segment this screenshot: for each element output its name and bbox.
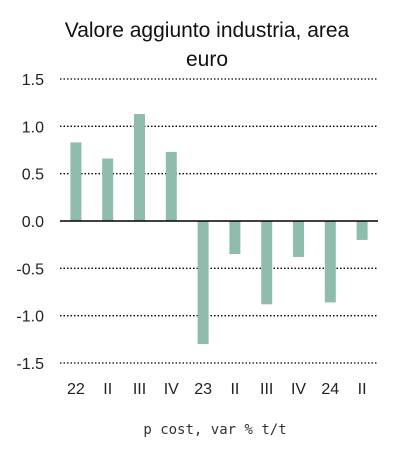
x-tick-label: IV: [164, 381, 179, 398]
x-tick-label: IV: [291, 381, 306, 398]
y-axis-ticks: 1.5 1.0 0.5 0.0 -0.5 -1.0 -1.5: [16, 72, 44, 373]
x-tick-label: 23: [194, 381, 212, 398]
y-tick-label: 0.0: [22, 214, 44, 231]
bar: [165, 151, 177, 221]
y-tick-label: -1.5: [16, 356, 44, 373]
x-tick-label: II: [230, 381, 239, 398]
x-tick-label: III: [133, 381, 146, 398]
bar: [261, 221, 273, 305]
bars: [70, 114, 368, 345]
x-axis-ticks: 22 II III IV 23 II III IV 24 II: [67, 381, 367, 398]
bar: [197, 221, 209, 345]
y-tick-label: -0.5: [16, 261, 44, 278]
x-tick-label: III: [260, 381, 273, 398]
x-tick-label: II: [358, 381, 367, 398]
bar: [70, 142, 82, 221]
bar: [324, 221, 336, 303]
x-axis-label: p cost, var % t/t: [143, 422, 286, 438]
bar: [293, 221, 304, 257]
x-tick-label: 24: [321, 381, 339, 398]
bar: [134, 114, 145, 221]
bar: [356, 221, 368, 240]
x-tick-label: 22: [67, 381, 85, 398]
chart-title-line-2: euro: [186, 48, 228, 71]
y-tick-label: -1.0: [16, 309, 44, 326]
x-tick-label: II: [103, 381, 112, 398]
y-tick-label: 1.5: [22, 72, 44, 89]
bar: [102, 158, 114, 221]
chart-title-line-1: Valore aggiunto industria, area: [65, 19, 350, 42]
y-tick-label: 0.5: [22, 167, 44, 184]
bar: [229, 221, 241, 255]
y-tick-label: 1.0: [22, 119, 44, 136]
